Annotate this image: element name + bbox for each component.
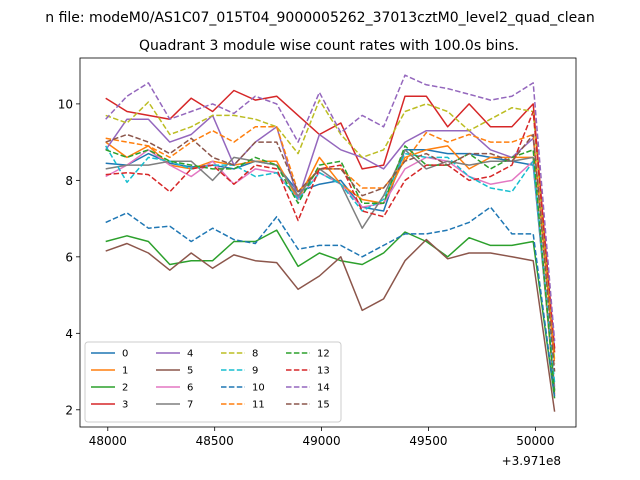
series-line-9 <box>105 145 556 384</box>
y-tick-label: 4 <box>65 327 73 341</box>
series-line-13 <box>105 110 556 349</box>
legend-label-11: 11 <box>252 400 265 411</box>
series-line-14 <box>105 74 556 342</box>
series-line-3 <box>105 89 556 353</box>
legend-label-1: 1 <box>122 366 128 377</box>
y-tick-label: 8 <box>65 174 73 188</box>
x-tick-label: 48000 <box>89 434 127 448</box>
series-line-7 <box>105 149 556 391</box>
x-tick-label: 50000 <box>516 434 554 448</box>
legend-box <box>84 341 342 423</box>
legend-label-3: 3 <box>122 400 128 411</box>
chart-title: Quadrant 3 module wise count rates with … <box>139 38 519 54</box>
series-line-10 <box>105 206 556 397</box>
legend-label-8: 8 <box>252 349 258 360</box>
x-tick-label: 49500 <box>409 434 447 448</box>
legend-label-12: 12 <box>317 349 330 360</box>
x-tick-label: 48500 <box>196 434 234 448</box>
legend-label-4: 4 <box>187 349 193 360</box>
legend-label-7: 7 <box>187 400 193 411</box>
series-line-8 <box>105 99 556 361</box>
series-line-5 <box>105 238 556 412</box>
legend-label-6: 6 <box>187 383 193 394</box>
series-line-15 <box>105 133 556 372</box>
series-line-2 <box>105 229 556 399</box>
legend-label-14: 14 <box>317 383 330 394</box>
legend-label-15: 15 <box>317 400 330 411</box>
x-offset-label: +3.971e8 <box>502 454 561 468</box>
series-line-12 <box>105 145 556 395</box>
series-line-4 <box>105 114 556 349</box>
legend-label-9: 9 <box>252 366 258 377</box>
legend-label-10: 10 <box>252 383 265 394</box>
axes-frame <box>79 57 577 428</box>
y-tick-label: 6 <box>65 250 73 264</box>
series-lines <box>105 74 556 412</box>
plot-area: 48000 48500 49000 49500 50000246810012345678… <box>58 57 577 448</box>
legend-label-5: 5 <box>187 366 193 377</box>
y-tick-label: 10 <box>58 97 73 111</box>
legend-label-13: 13 <box>317 366 330 377</box>
x-tick-label: 49000 <box>302 434 340 448</box>
legend-label-0: 0 <box>122 349 128 360</box>
file-suptitle: n file: modeM0/AS1C07_015T04_9000005262_… <box>45 10 594 26</box>
y-tick-label: 2 <box>65 403 73 417</box>
legend-label-2: 2 <box>122 383 128 394</box>
